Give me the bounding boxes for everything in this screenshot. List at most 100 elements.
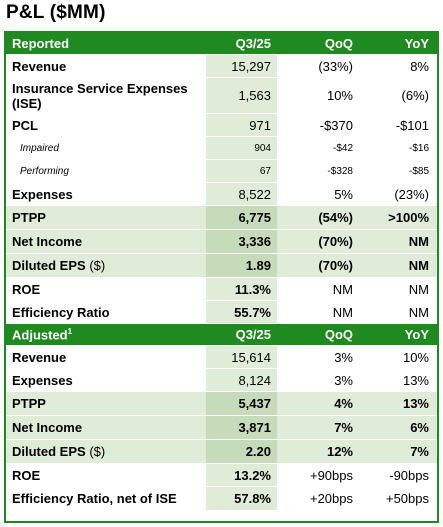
footnote-marker: 1	[67, 326, 73, 336]
adjusted-header-text: Adjusted	[12, 327, 68, 343]
row-q: 8,124	[206, 369, 277, 391]
row-q: 67	[206, 160, 277, 182]
row-label: ROE	[12, 467, 41, 483]
table-row: Revenue 15,297 (33%) 8%	[6, 55, 437, 78]
row-yoy: 10%	[402, 349, 429, 365]
row-qoq: (33%)	[318, 58, 353, 74]
row-label: PCL	[12, 117, 38, 133]
reported-header-yoy: YoY	[404, 36, 429, 51]
row-yoy: 8%	[410, 58, 429, 74]
row-q: 1,563	[206, 78, 277, 113]
row-label-unit: ($)	[89, 258, 106, 273]
row-yoy: -$85	[408, 165, 429, 177]
row-q: 971	[206, 114, 277, 136]
row-qoq: -$328	[327, 165, 353, 177]
table-row: Net Income 3,336 (70%) NM	[6, 230, 437, 254]
row-qoq: 10%	[326, 88, 353, 103]
row-yoy: NM	[408, 281, 429, 297]
row-qoq: (70%)	[318, 258, 353, 273]
table-row: Performing 67 -$328 -$85	[6, 160, 437, 183]
reported-header-row: Reported Q3/25 QoQ YoY	[6, 33, 437, 55]
table-row: ROE 13.2% +90bps -90bps	[6, 464, 437, 487]
row-yoy: +50bps	[385, 491, 429, 506]
reported-header-qoq: QoQ	[324, 36, 353, 51]
row-yoy: -90bps	[389, 467, 429, 483]
row-label: Diluted EPS ($)	[6, 444, 206, 459]
row-yoy: -$16	[408, 142, 429, 154]
row-qoq: 12%	[326, 444, 353, 459]
reported-header-q: Q3/25	[235, 36, 271, 51]
reported-header-label: Reported	[12, 36, 70, 51]
row-label: Net Income	[12, 420, 83, 435]
row-qoq: 5%	[334, 186, 353, 202]
row-q: 904	[206, 137, 277, 159]
table-row: PTPP 6,775 (54%) >100%	[6, 206, 437, 230]
row-q: 6,775	[206, 206, 277, 229]
row-q: 57.8%	[206, 487, 277, 510]
row-q: 15,297	[206, 55, 277, 77]
adjusted-header-q: Q3/25	[235, 327, 271, 342]
row-label: Diluted EPS ($)	[6, 258, 206, 273]
page-title: P&L ($MM)	[6, 2, 106, 23]
row-q: 5,437	[206, 392, 277, 415]
table-row: Expenses 8,522 5% (23%)	[6, 183, 437, 206]
table-row: ROE 11.3% NM NM	[6, 278, 437, 301]
row-q: 8,522	[206, 183, 277, 205]
row-yoy: -$101	[395, 117, 429, 133]
row-yoy: NM	[408, 234, 429, 249]
row-q: 3,871	[206, 416, 277, 439]
row-label: Expenses	[12, 372, 73, 388]
row-q: 3,336	[206, 230, 277, 253]
row-q: 15,614	[206, 346, 277, 368]
table-row: Efficiency Ratio, net of ISE 57.8% +20bp…	[6, 487, 437, 510]
row-label: Revenue	[12, 349, 67, 365]
row-yoy: 13%	[402, 396, 429, 411]
table-row: Diluted EPS ($) 1.89 (70%) NM	[6, 254, 437, 278]
row-label: Efficiency Ratio, net of ISE	[12, 491, 177, 506]
row-q: 11.3%	[206, 278, 277, 300]
row-qoq: -$42	[332, 142, 353, 154]
row-qoq: 3%	[334, 349, 353, 365]
row-label: Expenses	[12, 186, 73, 202]
row-label: PTPP	[12, 396, 46, 411]
adjusted-header-yoy: YoY	[404, 327, 429, 342]
table-row: PCL 971 -$370 -$101	[6, 114, 437, 137]
row-qoq: +90bps	[309, 467, 353, 483]
row-q: 1.89	[206, 254, 277, 277]
row-label: Net Income	[12, 234, 83, 249]
table-row: Diluted EPS ($) 2.20 12% 7%	[6, 440, 437, 464]
row-q: 13.2%	[206, 464, 277, 486]
row-label: PTPP	[12, 210, 46, 225]
row-label: Insurance Service Expenses (ISE)	[12, 80, 188, 111]
row-label-text: Diluted EPS	[12, 444, 86, 459]
row-yoy: 13%	[402, 372, 429, 388]
row-qoq: 4%	[334, 396, 353, 411]
row-yoy: 6%	[410, 420, 429, 435]
table-row: Expenses 8,124 3% 13%	[6, 369, 437, 392]
row-qoq: 7%	[334, 420, 353, 435]
row-yoy: 7%	[410, 444, 429, 459]
row-label: Efficiency Ratio	[12, 304, 110, 320]
row-qoq: (54%)	[318, 210, 353, 225]
row-qoq: +20bps	[309, 491, 353, 506]
adjusted-header-qoq: QoQ	[324, 327, 353, 342]
row-qoq: NM	[332, 281, 353, 297]
row-qoq: (70%)	[318, 234, 353, 249]
table-row: PTPP 5,437 4% 13%	[6, 392, 437, 416]
table-row: Revenue 15,614 3% 10%	[6, 346, 437, 369]
row-yoy: NM	[408, 304, 429, 320]
row-yoy: NM	[408, 258, 429, 273]
table-row: Net Income 3,871 7% 6%	[6, 416, 437, 440]
row-q: 2.20	[206, 440, 277, 463]
row-yoy: >100%	[388, 210, 429, 225]
row-label: Revenue	[12, 58, 67, 74]
adjusted-header-row: Adjusted1 Q3/25 QoQ YoY	[6, 324, 437, 346]
adjusted-header-label: Adjusted1	[6, 327, 206, 342]
row-label: Impaired	[20, 142, 59, 154]
row-qoq: 3%	[334, 372, 353, 388]
row-label: Performing	[20, 165, 69, 177]
row-yoy: (6%)	[401, 88, 429, 103]
row-q: 55.7%	[206, 301, 277, 323]
table-row: Insurance Service Expenses (ISE) 1,563 1…	[6, 78, 437, 114]
row-qoq: NM	[332, 304, 353, 320]
